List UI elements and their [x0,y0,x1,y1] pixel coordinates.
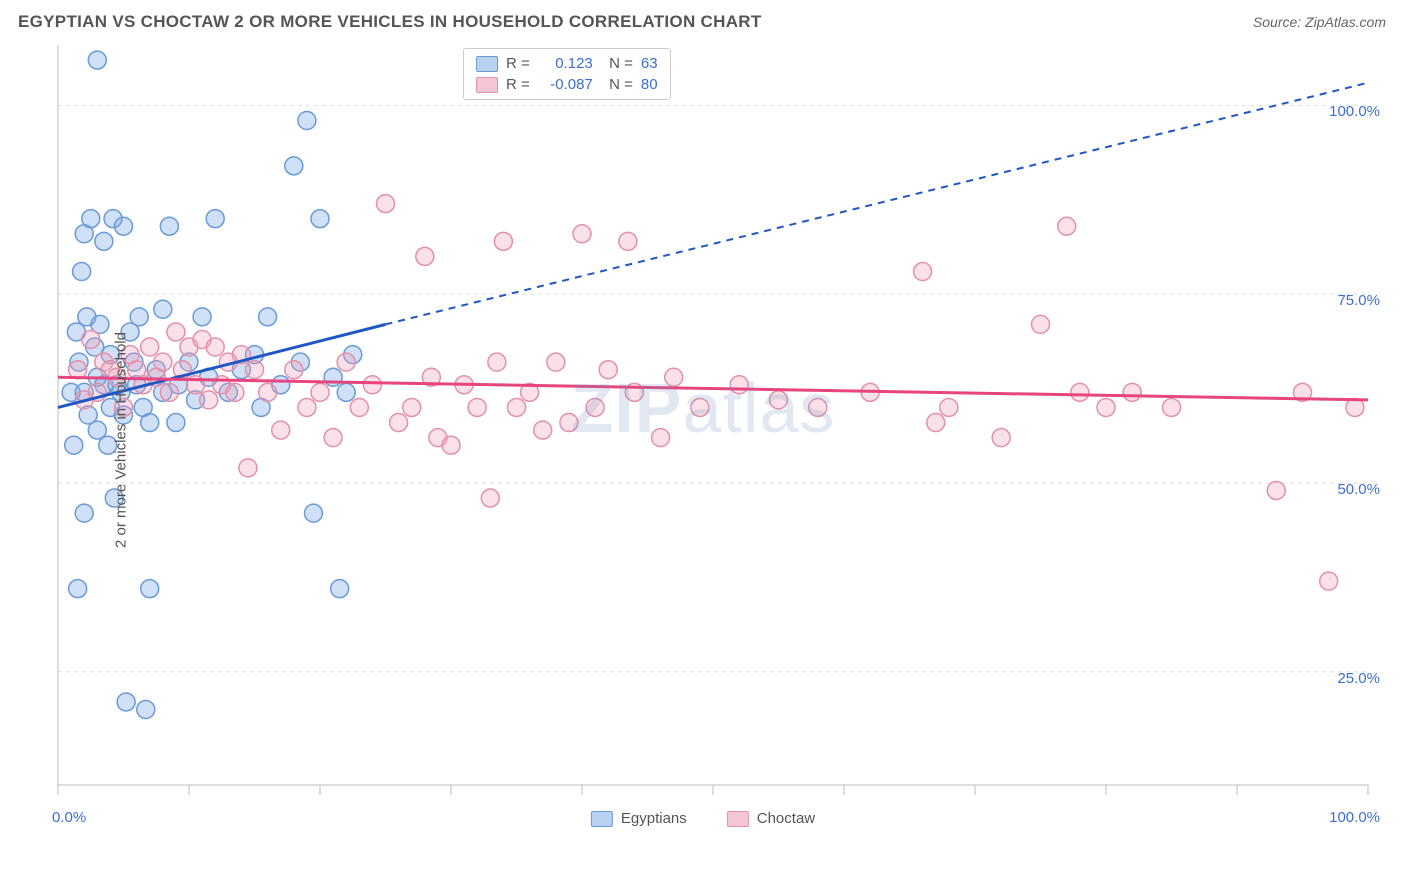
chart-title: EGYPTIAN VS CHOCTAW 2 OR MORE VEHICLES I… [18,12,762,32]
legend-row-choctaw: R =-0.087 N =80 [476,74,658,95]
correlation-legend: R =0.123 N =63 R =-0.087 N =80 [463,48,671,100]
scatter-chart [18,45,1388,835]
legend-row-egyptians: R =0.123 N =63 [476,53,658,74]
legend-label: Choctaw [757,810,815,827]
y-axis-label-75: 75.0% [1337,292,1380,309]
y-axis-label-25: 25.0% [1337,670,1380,687]
series-legend: Egyptians Choctaw [591,810,815,827]
legend-item-choctaw: Choctaw [727,810,815,827]
swatch-choctaw [727,811,749,827]
y-axis-label-50: 50.0% [1337,481,1380,498]
swatch-egyptians [476,56,498,72]
swatch-choctaw [476,77,498,93]
legend-item-egyptians: Egyptians [591,810,687,827]
swatch-egyptians [591,811,613,827]
x-axis-label-max: 100.0% [1329,809,1380,826]
source-label: Source: ZipAtlas.com [1253,14,1386,30]
y-axis-label-100: 100.0% [1329,103,1380,120]
legend-label: Egyptians [621,810,687,827]
x-axis-label-min: 0.0% [52,809,86,826]
y-axis-label: 2 or more Vehicles in Household [112,332,129,548]
chart-header: EGYPTIAN VS CHOCTAW 2 OR MORE VEHICLES I… [0,0,1406,40]
chart-container: 2 or more Vehicles in Household ZIPatlas… [18,45,1388,835]
